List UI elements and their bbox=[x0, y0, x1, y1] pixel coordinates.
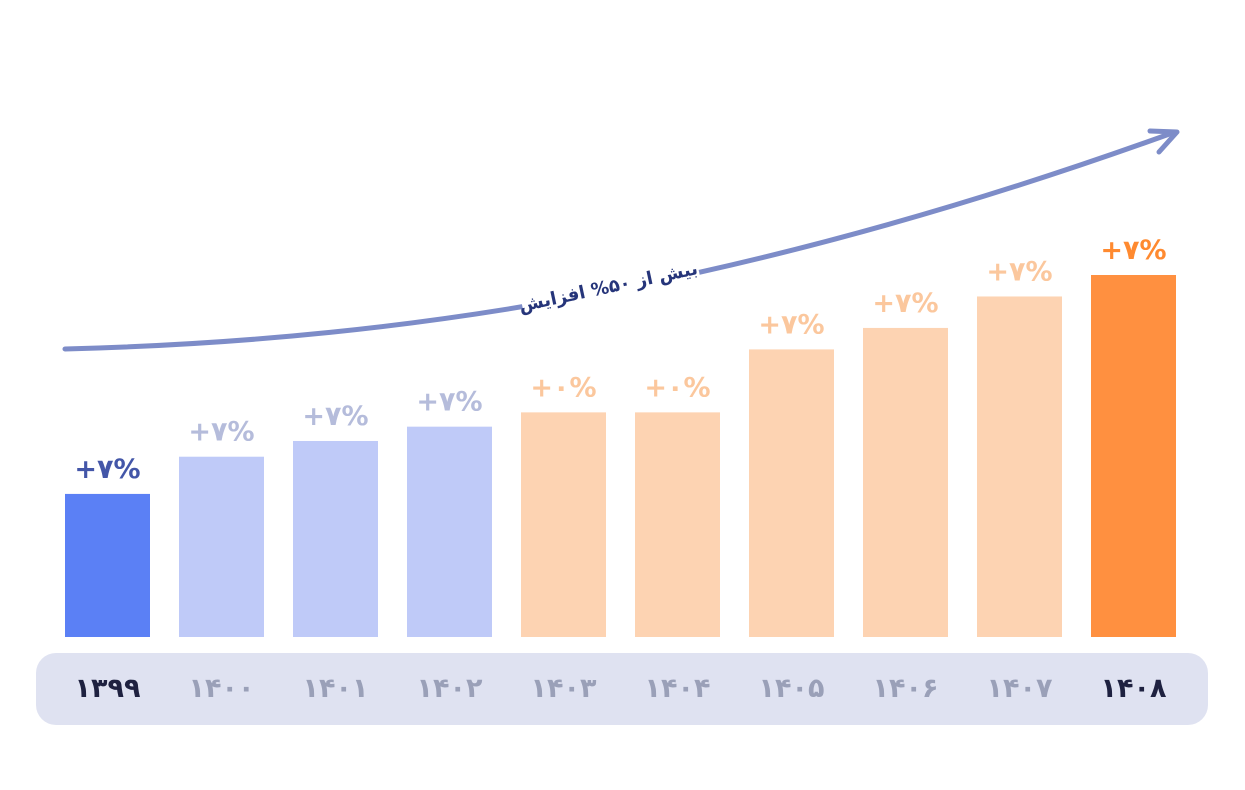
data-label-3: +۷% bbox=[302, 401, 368, 432]
bar-1 bbox=[65, 493, 150, 637]
x-tick-label-4: ۱۴۰۲ bbox=[417, 673, 483, 704]
data-label-1: +۷% bbox=[74, 454, 140, 485]
bar-2 bbox=[179, 456, 264, 637]
data-label-4: +۷% bbox=[416, 387, 482, 418]
bar-8 bbox=[863, 327, 948, 637]
data-label-9: +۷% bbox=[986, 256, 1052, 287]
x-tick-label-3: ۱۴۰۱ bbox=[303, 673, 369, 704]
x-tick-label-10: ۱۴۰۸ bbox=[1101, 673, 1167, 704]
bars-group bbox=[65, 275, 1176, 637]
x-tick-label-1: ۱۳۹۹ bbox=[75, 673, 141, 704]
bar-4 bbox=[407, 426, 492, 637]
data-labels-group: +۷% +۷% +۷% +۷% +۰% +۰% +۷% +۷% +۷% +۷% bbox=[74, 235, 1166, 485]
trend-annotation: بیش از ۵۰% افزایش bbox=[62, 128, 1180, 352]
x-tick-label-9: ۱۴۰۷ bbox=[987, 673, 1053, 704]
data-label-8: +۷% bbox=[872, 288, 938, 319]
trend-label-background bbox=[517, 245, 703, 326]
data-label-6: +۰% bbox=[644, 372, 710, 403]
x-axis-band bbox=[36, 653, 1208, 725]
data-label-5: +۰% bbox=[530, 372, 596, 403]
data-label-10: +۷% bbox=[1100, 235, 1166, 266]
bar-6 bbox=[635, 412, 720, 637]
data-label-2: +۷% bbox=[188, 417, 254, 448]
x-tick-label-6: ۱۴۰۴ bbox=[645, 673, 711, 704]
bar-7 bbox=[749, 349, 834, 637]
x-tick-label-2: ۱۴۰۰ bbox=[189, 673, 255, 704]
trend-arrow-head bbox=[1147, 128, 1180, 155]
bar-5 bbox=[521, 412, 606, 637]
data-label-7: +۷% bbox=[758, 309, 824, 340]
x-tick-label-5: ۱۴۰۳ bbox=[531, 673, 597, 704]
bar-10 bbox=[1091, 275, 1176, 637]
bar-3 bbox=[293, 440, 378, 637]
x-tick-labels-group: ۱۳۹۹ ۱۴۰۰ ۱۴۰۱ ۱۴۰۲ ۱۴۰۳ ۱۴۰۴ ۱۴۰۵ ۱۴۰۶ ۱۴۰۷ ۱۴۰۸ bbox=[75, 673, 1167, 704]
bar-9 bbox=[977, 296, 1062, 637]
x-tick-label-7: ۱۴۰۵ bbox=[759, 673, 825, 704]
x-tick-label-8: ۱۴۰۶ bbox=[873, 673, 939, 704]
